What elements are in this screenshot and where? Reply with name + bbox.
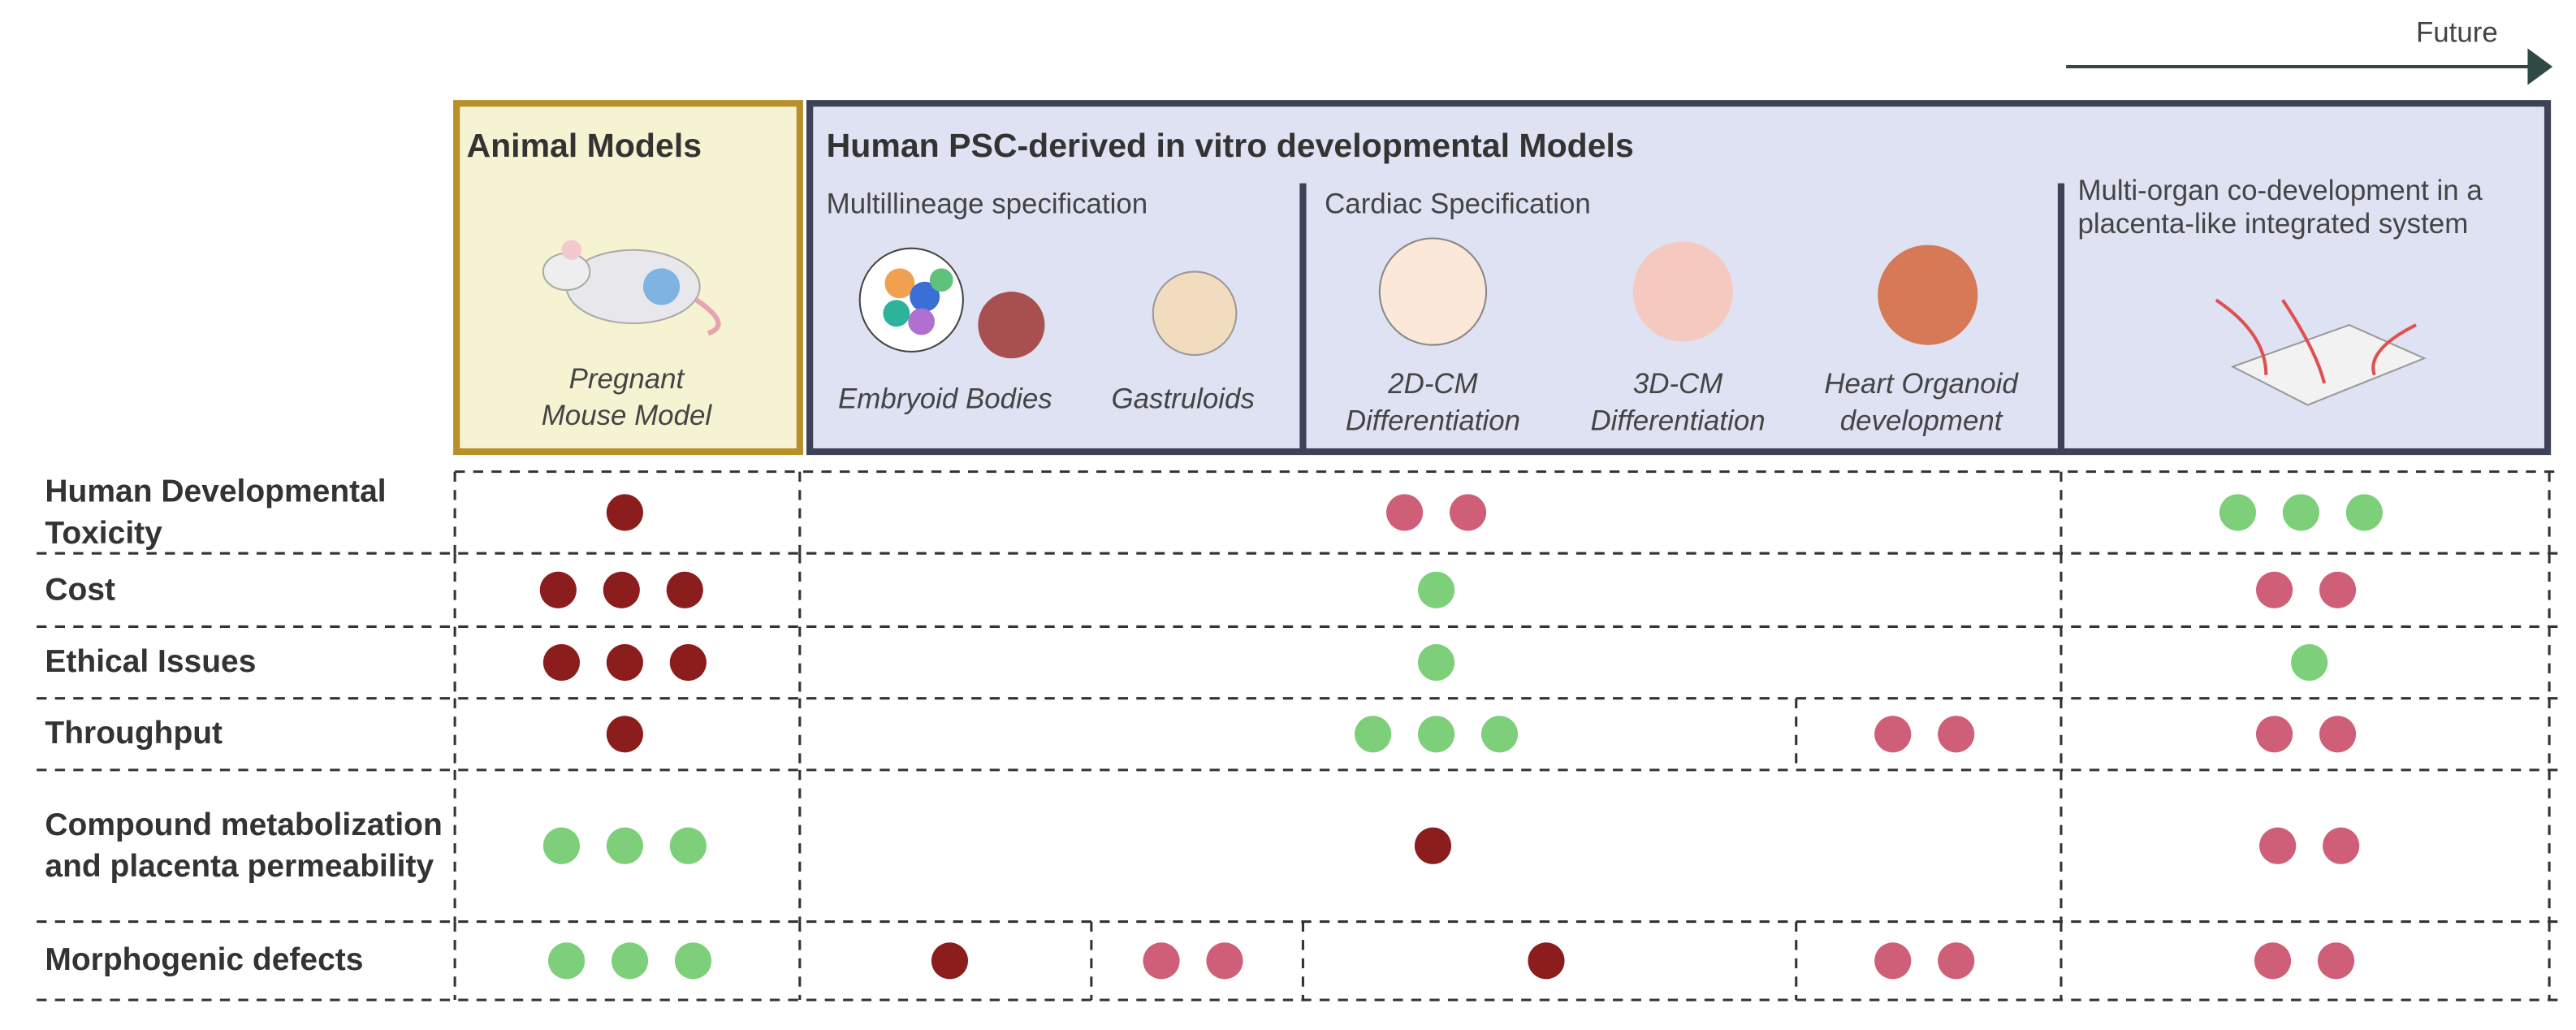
model-label: Embryoid Bodies bbox=[838, 383, 1052, 415]
rating-dot bbox=[1528, 942, 1565, 980]
rating-dot bbox=[1938, 942, 1975, 980]
rating-dot bbox=[539, 571, 577, 608]
rating-dot bbox=[606, 827, 643, 864]
section-title: Multillineage specification bbox=[826, 188, 1148, 220]
rating-dot bbox=[1206, 942, 1243, 980]
rating-dot bbox=[1414, 827, 1452, 864]
rating-dot bbox=[669, 643, 707, 682]
rating-dot bbox=[669, 827, 707, 864]
rating-dot bbox=[1417, 643, 1455, 682]
model-label: 3D-CM Differentiation bbox=[1590, 368, 1766, 437]
rating-dot bbox=[1874, 942, 1912, 980]
rating-dot bbox=[2323, 827, 2360, 864]
row-label: Cost bbox=[45, 572, 116, 608]
rating-dot bbox=[603, 571, 640, 608]
animal-title: Animal Models bbox=[466, 128, 702, 166]
row-label: Morphogenic defects bbox=[45, 943, 364, 979]
section-title: Cardiac Specification bbox=[1325, 188, 1591, 220]
rating-dot bbox=[1355, 716, 1392, 753]
rating-dot bbox=[2345, 494, 2383, 531]
rating-dot bbox=[606, 716, 643, 753]
future-label: Future bbox=[2415, 16, 2498, 49]
section-title: Multi-organ co-development in a placenta… bbox=[2077, 175, 2483, 240]
rating-dot bbox=[1386, 494, 1424, 531]
rating-dot bbox=[674, 942, 712, 980]
row-label: Throughput bbox=[45, 716, 223, 752]
rating-dot bbox=[611, 942, 649, 980]
rating-dot bbox=[931, 942, 969, 980]
rating-dot bbox=[1480, 716, 1519, 753]
model-label: Pregnant Mouse Model bbox=[541, 363, 712, 432]
embryoid-icon bbox=[858, 247, 1238, 359]
rating-dot bbox=[2219, 494, 2257, 531]
rating-dot bbox=[606, 643, 643, 682]
row-label: Ethical Issues bbox=[45, 645, 257, 681]
chip-icon bbox=[2215, 298, 2427, 406]
human-title: Human PSC-derived in vitro developmental… bbox=[826, 128, 1634, 166]
rating-dot bbox=[2291, 643, 2328, 682]
rating-dot bbox=[1449, 494, 1487, 531]
rating-dot bbox=[1417, 716, 1455, 753]
rating-dot bbox=[1874, 716, 1912, 753]
rating-dot bbox=[2317, 942, 2355, 980]
rating-dot bbox=[1143, 942, 1180, 980]
mouse-icon bbox=[542, 240, 721, 336]
rating-dot bbox=[2319, 716, 2357, 753]
rating-dot bbox=[542, 827, 580, 864]
rating-dot bbox=[1417, 571, 1455, 608]
row-label: Compound metabolization and placenta per… bbox=[45, 807, 443, 885]
model-label: 2D-CM Differentiation bbox=[1345, 368, 1521, 437]
rating-dot bbox=[1938, 716, 1975, 753]
rating-dot bbox=[606, 494, 643, 531]
rating-dot bbox=[2282, 494, 2319, 531]
rating-dot bbox=[2256, 571, 2293, 608]
rating-dot bbox=[2259, 827, 2297, 864]
rating-dot bbox=[2256, 716, 2293, 753]
arrow-head bbox=[2527, 48, 2553, 85]
rating-dot bbox=[2319, 571, 2357, 608]
rating-dot bbox=[2254, 942, 2292, 980]
row-label: Human Developmental Toxicity bbox=[45, 474, 387, 552]
rating-dot bbox=[666, 571, 703, 608]
model-label: Gastruloids bbox=[1111, 383, 1255, 415]
rating-dot bbox=[548, 942, 586, 980]
model-label: Heart Organoid development bbox=[1824, 368, 2018, 437]
rating-dot bbox=[542, 643, 580, 682]
cardiac-icons bbox=[1378, 237, 1978, 346]
